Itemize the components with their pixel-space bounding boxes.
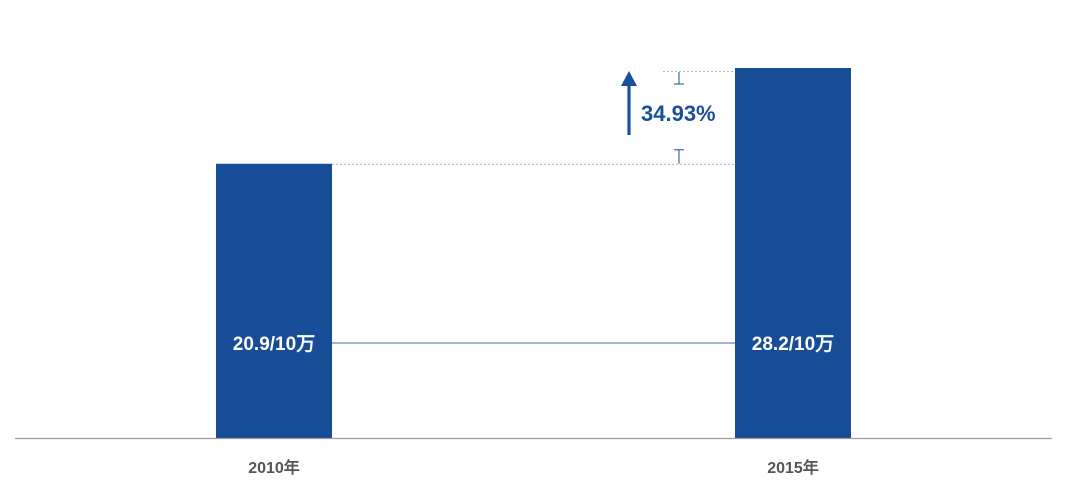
labels: 20.9/10万 28.2/10万 2010年 2015年	[233, 334, 834, 477]
guide-lines	[332, 71, 755, 165]
bar-value-label-2010年: 20.9/10万	[233, 334, 315, 355]
bars	[216, 68, 851, 438]
growth-label: 34.93%	[641, 101, 716, 126]
bar-2015年	[735, 68, 851, 438]
growth-bracket	[674, 72, 684, 164]
arrow-head	[621, 71, 637, 86]
bar-value-label-2015年: 28.2/10万	[752, 334, 834, 355]
category-label-2010年: 2010年	[248, 458, 300, 477]
up-arrow-icon	[621, 71, 637, 135]
growth-annotation: 34.93%	[621, 71, 716, 164]
category-label-2015年: 2015年	[767, 458, 819, 477]
bar-2010年	[216, 163, 332, 438]
